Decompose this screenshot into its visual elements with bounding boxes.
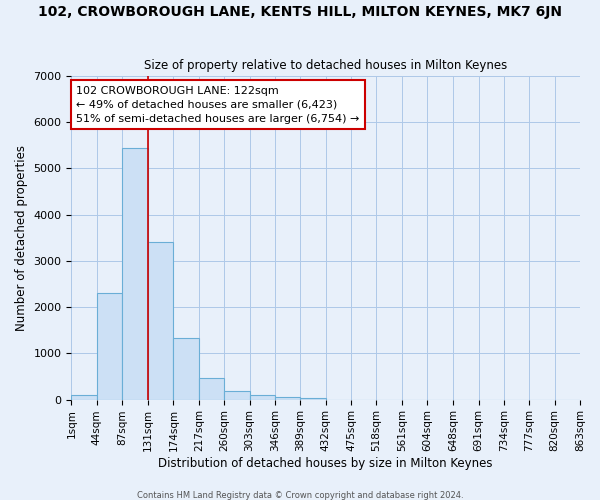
Bar — [71, 395, 97, 400]
Bar — [275, 397, 301, 400]
Bar — [224, 391, 250, 400]
Text: Contains HM Land Registry data © Crown copyright and database right 2024.: Contains HM Land Registry data © Crown c… — [137, 490, 463, 500]
Y-axis label: Number of detached properties: Number of detached properties — [15, 145, 28, 331]
Bar — [250, 395, 275, 400]
Text: 102 CROWBOROUGH LANE: 122sqm
← 49% of detached houses are smaller (6,423)
51% of: 102 CROWBOROUGH LANE: 122sqm ← 49% of de… — [76, 86, 360, 124]
X-axis label: Distribution of detached houses by size in Milton Keynes: Distribution of detached houses by size … — [158, 457, 493, 470]
Text: 102, CROWBOROUGH LANE, KENTS HILL, MILTON KEYNES, MK7 6JN: 102, CROWBOROUGH LANE, KENTS HILL, MILTO… — [38, 5, 562, 19]
Bar — [301, 398, 326, 400]
Title: Size of property relative to detached houses in Milton Keynes: Size of property relative to detached ho… — [144, 59, 508, 72]
Bar — [199, 378, 224, 400]
Bar — [148, 242, 173, 400]
Bar — [173, 338, 199, 400]
Bar — [122, 148, 148, 400]
Bar — [97, 294, 122, 400]
